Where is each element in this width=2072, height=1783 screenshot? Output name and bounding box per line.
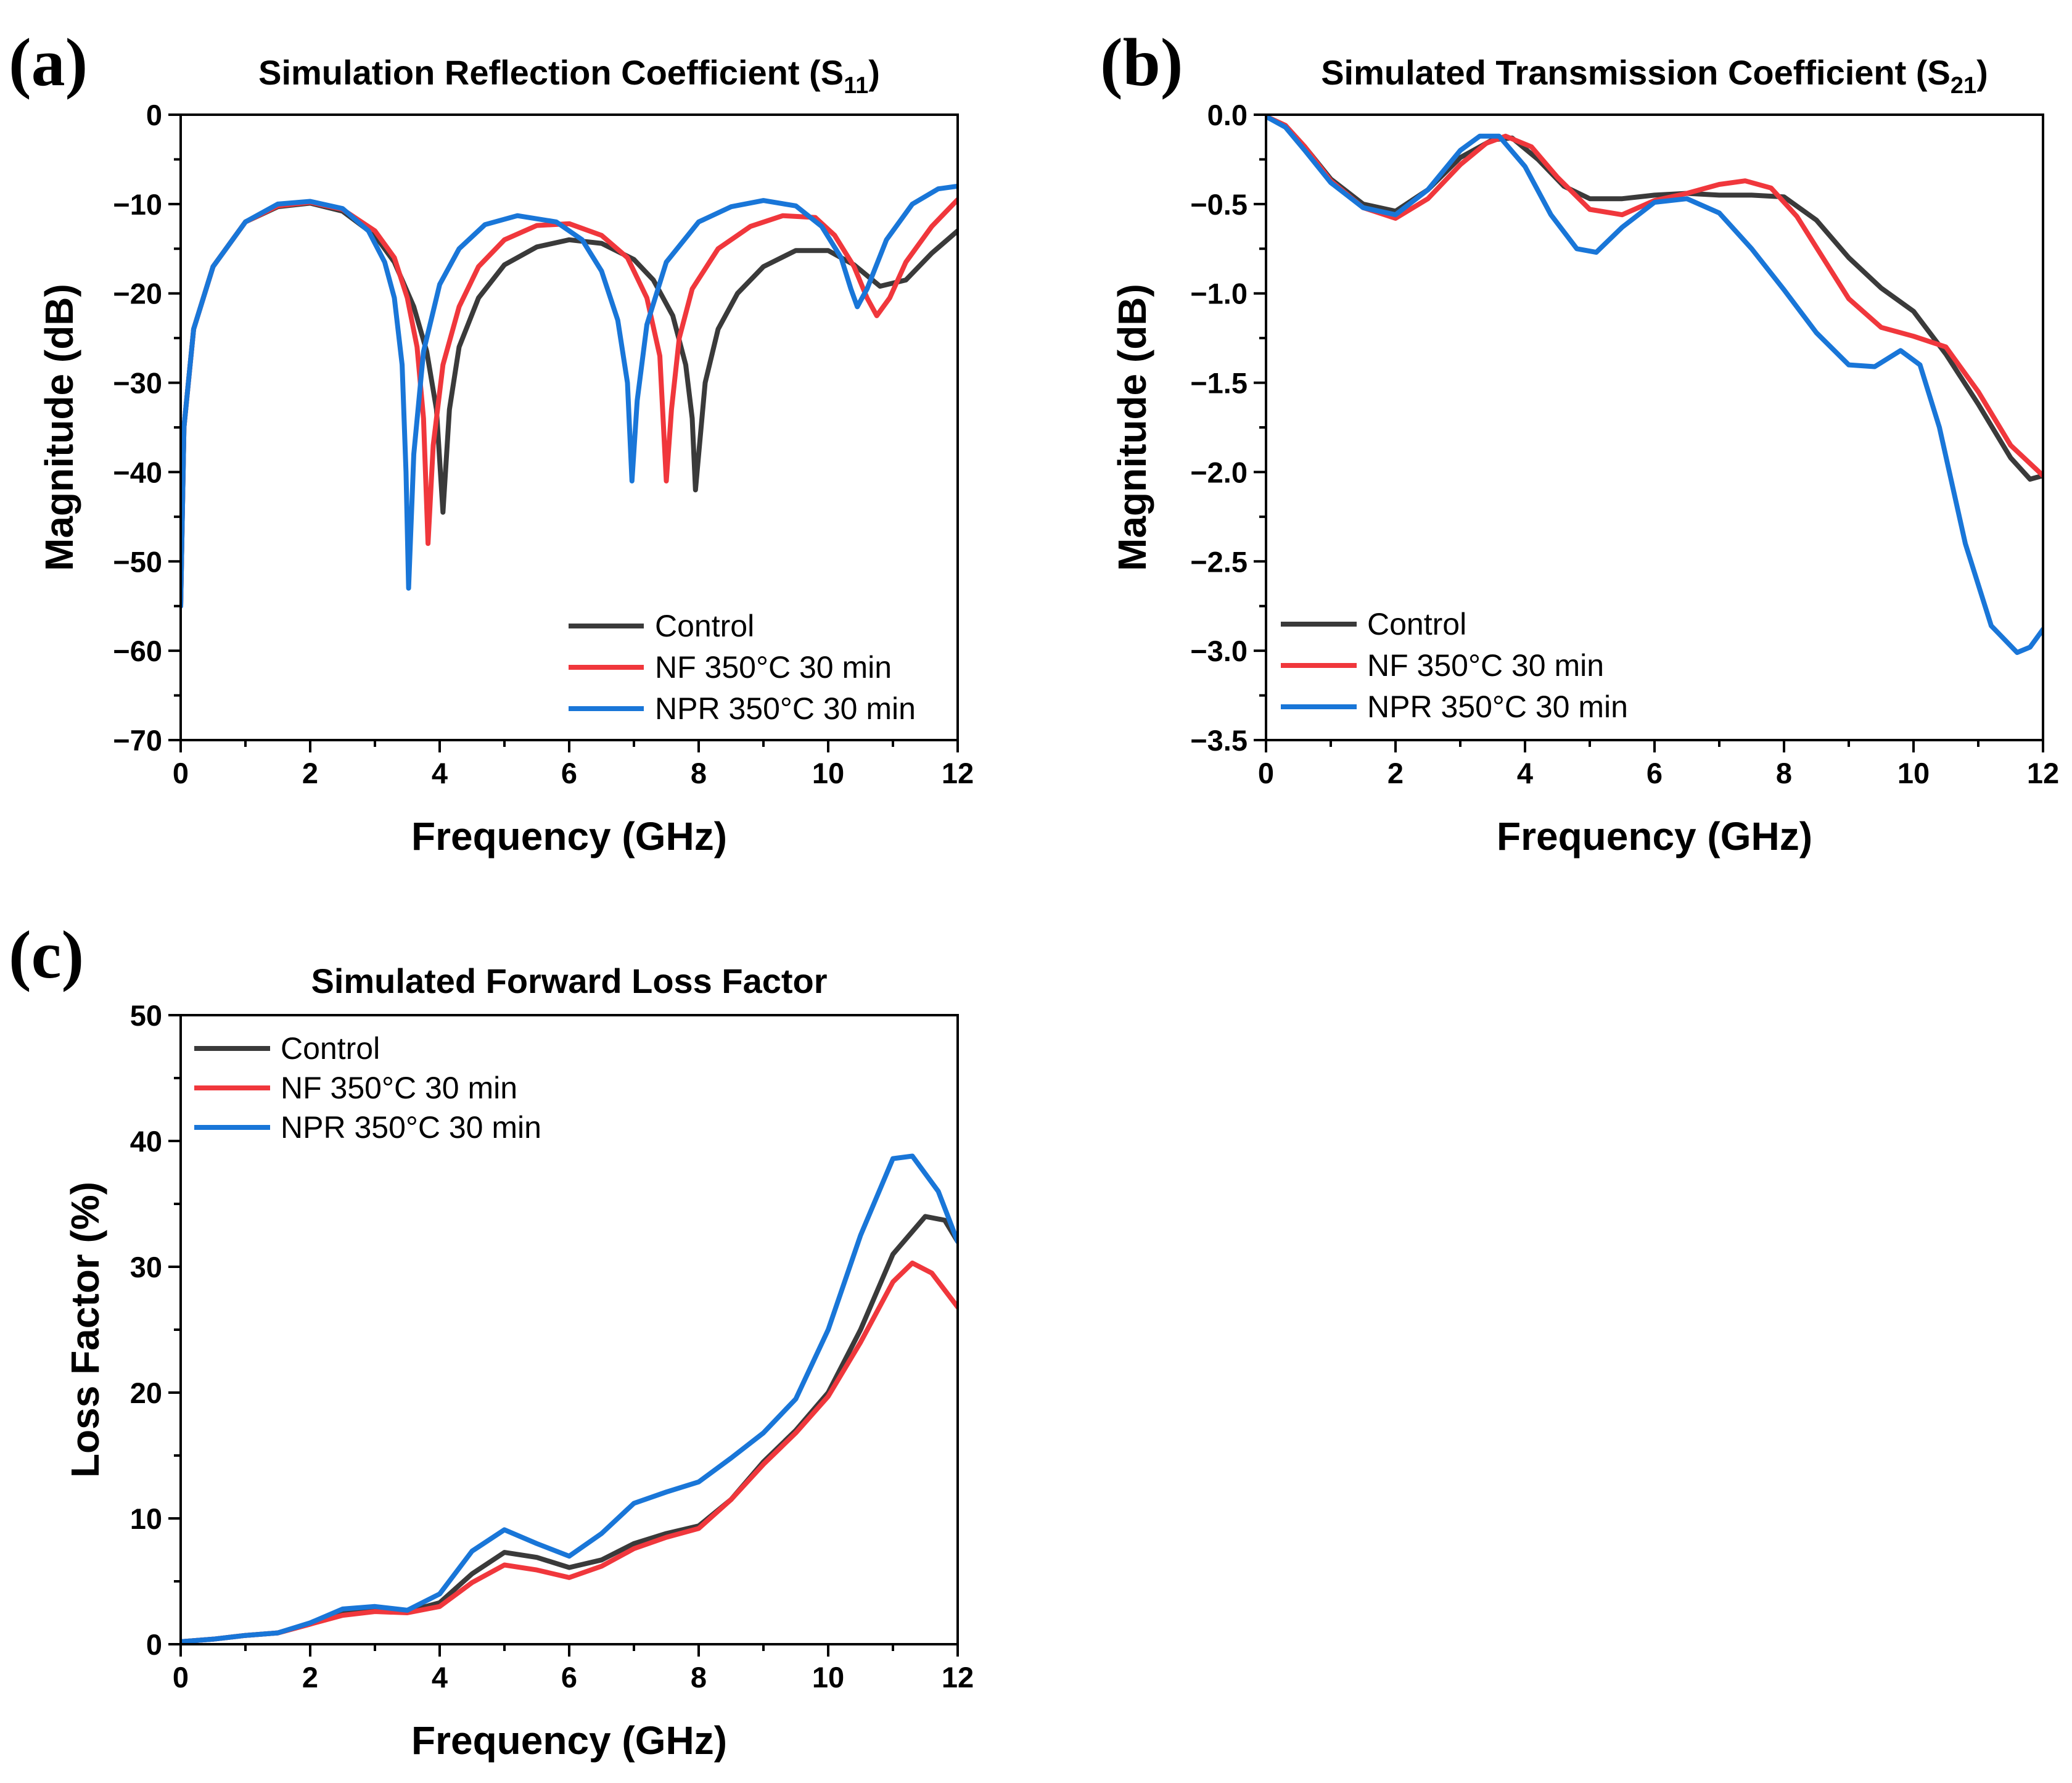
x-tick-label: 8 — [1776, 757, 1792, 789]
legend: Control NF 350°C 30 min NPR 350°C 30 min — [569, 609, 916, 726]
y-axis-label: Loss Factor (%) — [63, 1182, 107, 1478]
y-tick-label: −3.0 — [1190, 635, 1248, 667]
x-axis-label: Frequency (GHz) — [411, 1718, 727, 1763]
y-tick-label: 50 — [130, 999, 162, 1032]
legend-entry-2: NF 350°C 30 min — [281, 1071, 517, 1105]
chart-panel-a: (a) Simulation Reflection Coefficient (S1… — [9, 25, 974, 859]
x-tick-label: 12 — [942, 757, 974, 789]
x-tick-label: 6 — [561, 757, 577, 789]
series-line-3 — [1266, 115, 2043, 655]
y-tick-label: 0 — [146, 1628, 162, 1661]
y-tick-label: −50 — [113, 545, 162, 578]
x-tick-label: 4 — [432, 757, 448, 789]
legend-entry-2: NF 350°C 30 min — [1367, 648, 1604, 683]
y-tick-label: −40 — [113, 456, 162, 488]
legend-entry-3: NPR 350°C 30 min — [655, 691, 916, 726]
chart-panel-b: (b) Simulated Transmission Coefficient (S… — [1100, 25, 2059, 859]
x-tick-label: 0 — [173, 757, 189, 789]
plot-frame — [179, 1014, 959, 1645]
legend: Control NF 350°C 30 min NPR 350°C 30 min — [1281, 607, 1628, 724]
y-tick-label: −70 — [113, 724, 162, 757]
y-tick-label: 0 — [146, 99, 162, 131]
y-axis-label: Magnitude (dB) — [37, 284, 81, 571]
x-tick-label: 2 — [302, 1661, 318, 1694]
y-tick-label: 0.0 — [1207, 99, 1248, 131]
x-tick-label: 0 — [1258, 757, 1274, 789]
series-line-2 — [1266, 115, 2043, 479]
x-tick-label: 2 — [1388, 757, 1404, 789]
y-tick-label: −60 — [113, 635, 162, 667]
x-tick-label: 8 — [691, 757, 707, 789]
y-tick-label: −3.5 — [1190, 724, 1248, 757]
panel-label: (b) — [1100, 25, 1183, 100]
y-tick-label: −30 — [113, 367, 162, 400]
y-tick-label: 10 — [130, 1502, 162, 1535]
chart-panel-c: (c) Simulated Forward Loss Factor 0 2 4 6 8 10 1… — [9, 917, 974, 1763]
legend-entry-2: NF 350°C 30 min — [655, 650, 892, 685]
y-tick-label: −1.0 — [1190, 278, 1248, 310]
x-tick-label: 6 — [561, 1661, 577, 1694]
chart-title: Simulated Forward Loss Factor — [311, 962, 827, 1000]
y-axis-label: Magnitude (dB) — [1110, 284, 1154, 571]
x-tick-label: 12 — [942, 1661, 974, 1694]
plot-frame — [179, 113, 959, 741]
legend-entry-1: Control — [655, 609, 754, 643]
x-tick-label: 10 — [812, 757, 844, 789]
y-tick-label: 30 — [130, 1251, 162, 1283]
legend-entry-3: NPR 350°C 30 min — [1367, 690, 1628, 724]
legend-entry-1: Control — [281, 1031, 380, 1066]
series-line-1 — [1266, 115, 2043, 482]
legend-entry-1: Control — [1367, 607, 1466, 641]
x-tick-label: 10 — [1897, 757, 1930, 789]
x-tick-label: 6 — [1646, 757, 1663, 789]
legend-entry-3: NPR 350°C 30 min — [281, 1110, 541, 1145]
x-tick-label: 4 — [1517, 757, 1533, 789]
x-tick-label: 10 — [812, 1661, 844, 1694]
x-axis-label: Frequency (GHz) — [1497, 814, 1812, 859]
x-axis-label: Frequency (GHz) — [411, 814, 727, 859]
chart-title: Simulated Transmission Coefficient (S21) — [1321, 53, 1988, 99]
legend: Control NF 350°C 30 min NPR 350°C 30 min — [194, 1031, 541, 1145]
series-line-3 — [181, 183, 958, 609]
series-line-2 — [181, 1260, 958, 1644]
y-tick-label: 40 — [130, 1125, 162, 1158]
y-tick-label: −20 — [113, 278, 162, 310]
chart-title: Simulation Reflection Coefficient (S11) — [258, 53, 880, 99]
y-tick-label: 20 — [130, 1377, 162, 1409]
panel-label: (c) — [9, 917, 84, 992]
x-tick-label: 0 — [173, 1661, 189, 1694]
series-line-3 — [181, 1153, 958, 1644]
x-tick-label: 4 — [432, 1661, 448, 1694]
y-tick-label: −0.5 — [1190, 188, 1248, 221]
x-tick-label: 8 — [691, 1661, 707, 1694]
x-tick-label: 12 — [2027, 757, 2059, 789]
y-tick-label: −1.5 — [1190, 367, 1248, 400]
y-tick-label: −2.5 — [1190, 545, 1248, 578]
y-tick-label: −2.0 — [1190, 456, 1248, 488]
y-tick-label: −10 — [113, 188, 162, 221]
panel-label: (a) — [9, 25, 88, 100]
x-tick-label: 2 — [302, 757, 318, 789]
